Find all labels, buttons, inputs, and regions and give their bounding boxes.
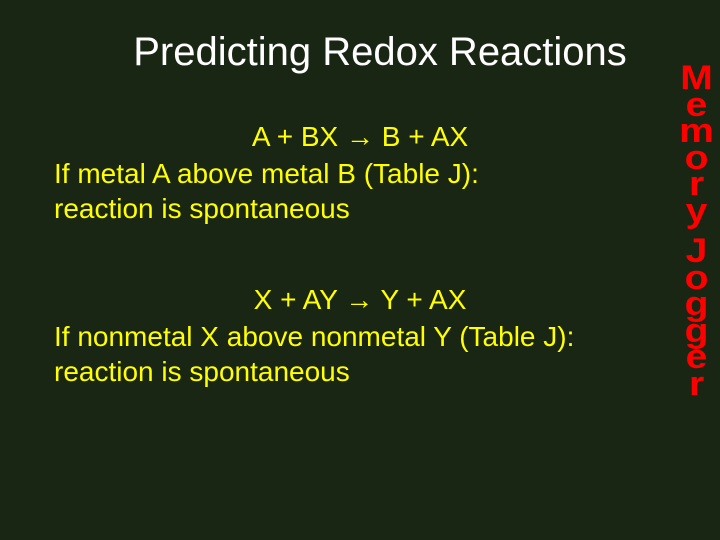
slide-container: Predicting Redox Reactions A + BX → B + … [0, 0, 720, 540]
rule-metal-line1: If metal A above metal B (Table J): [54, 158, 479, 189]
rule-nonmetal-line1: If nonmetal X above nonmetal Y (Table J)… [54, 321, 574, 352]
rule-metal-line2: reaction is spontaneous [54, 193, 350, 224]
slide-title: Predicting Redox Reactions [90, 30, 670, 75]
rule-metal: If metal A above metal B (Table J): reac… [54, 156, 670, 226]
sidebar-letter: y [675, 198, 716, 225]
slide-content: A + BX → B + AX If metal A above metal B… [50, 119, 670, 389]
rule-nonmetal: If nonmetal X above nonmetal Y (Table J)… [54, 319, 670, 389]
equation-nonmetal: X + AY → Y + AX [50, 282, 670, 317]
sidebar-letter: r [675, 371, 716, 398]
memory-jogger-sidebar: M e m o r y J o g g e r [675, 65, 716, 397]
equation-metal: A + BX → B + AX [50, 119, 670, 154]
rule-nonmetal-line2: reaction is spontaneous [54, 356, 350, 387]
